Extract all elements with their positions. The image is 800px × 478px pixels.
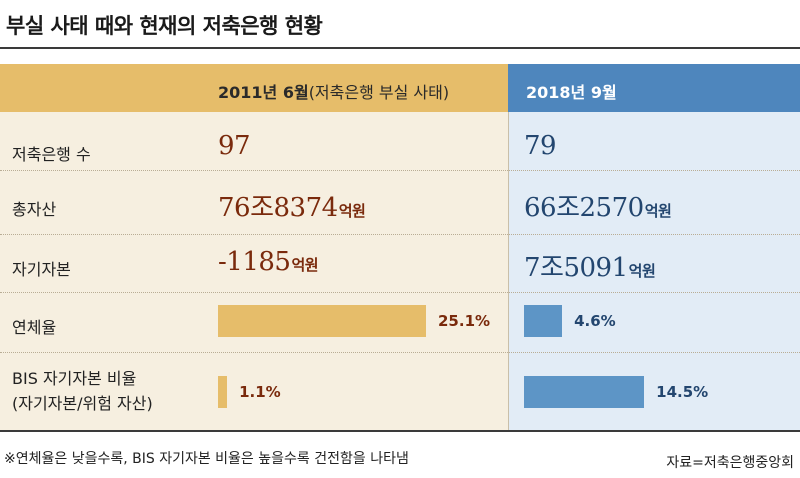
row-divider — [0, 170, 800, 172]
bis-bar-2011 — [218, 376, 228, 408]
panel-2018 — [508, 64, 800, 430]
row-label-bis: BIS 자기자본 비율 — [12, 369, 137, 388]
bottom-rule — [0, 430, 800, 432]
value-number: 79 — [524, 131, 557, 161]
value-unit: 억원 — [644, 202, 672, 220]
total-assets-2011: 76조8374억원 — [218, 187, 366, 224]
source-credit: 자료=저축은행중앙회 — [666, 455, 794, 471]
row-label-equity: 자기자본 — [12, 260, 71, 279]
row-divider — [0, 352, 800, 354]
row-divider — [0, 234, 800, 236]
footnote: ※연체율은 낮을수록, BIS 자기자본 비율은 높을수록 건전함을 나타냄 — [4, 451, 409, 467]
header-2011-label: 2011년 6월(저축은행 부실 사태) — [218, 79, 449, 103]
header-arrow-icon — [490, 64, 508, 112]
header-2018 — [508, 64, 800, 112]
bis-value-2018: 14.5% — [656, 383, 709, 401]
row-label-total-assets: 총자산 — [12, 200, 57, 219]
value-number: 97 — [218, 131, 251, 161]
header-2011 — [0, 64, 508, 112]
title-rule — [0, 47, 800, 49]
header-2011-note: (저축은행 부실 사태) — [308, 83, 450, 102]
bank-count-2011: 97 — [218, 131, 251, 161]
value-number: 76조8374 — [218, 193, 338, 223]
value-number: 66조2570 — [524, 193, 644, 223]
row-label-bank-count: 저축은행 수 — [12, 145, 91, 164]
bis-value-2011: 1.1% — [239, 383, 281, 401]
total-assets-2018: 66조2570억원 — [524, 187, 672, 224]
value-unit: 억원 — [291, 256, 319, 274]
value-number: 7조5091 — [524, 253, 628, 283]
header-2018-label: 2018년 9월 — [526, 83, 617, 102]
header-2011-date: 2011년 6월 — [218, 83, 309, 102]
bank-count-2018: 79 — [524, 131, 557, 161]
bis-bar-2018 — [524, 376, 645, 408]
chart-title: 부실 사태 때와 현재의 저축은행 현황 — [6, 14, 323, 38]
row-label-bis-sub: (자기자본/위험 자산) — [12, 394, 153, 413]
value-unit: 억원 — [628, 262, 656, 280]
row-divider — [0, 292, 800, 294]
column-divider — [508, 112, 509, 430]
delinquency-bar-2011 — [218, 305, 426, 337]
panel-2011 — [0, 64, 508, 430]
row-label-delinquency: 연체율 — [12, 318, 57, 337]
delinquency-value-2011: 25.1% — [438, 312, 491, 330]
value-number: -1185 — [218, 247, 291, 277]
delinquency-value-2018: 4.6% — [574, 312, 616, 330]
equity-2018: 7조5091억원 — [524, 247, 656, 284]
delinquency-bar-2018 — [524, 305, 563, 337]
equity-2011: -1185억원 — [218, 247, 319, 277]
value-unit: 억원 — [338, 202, 366, 220]
